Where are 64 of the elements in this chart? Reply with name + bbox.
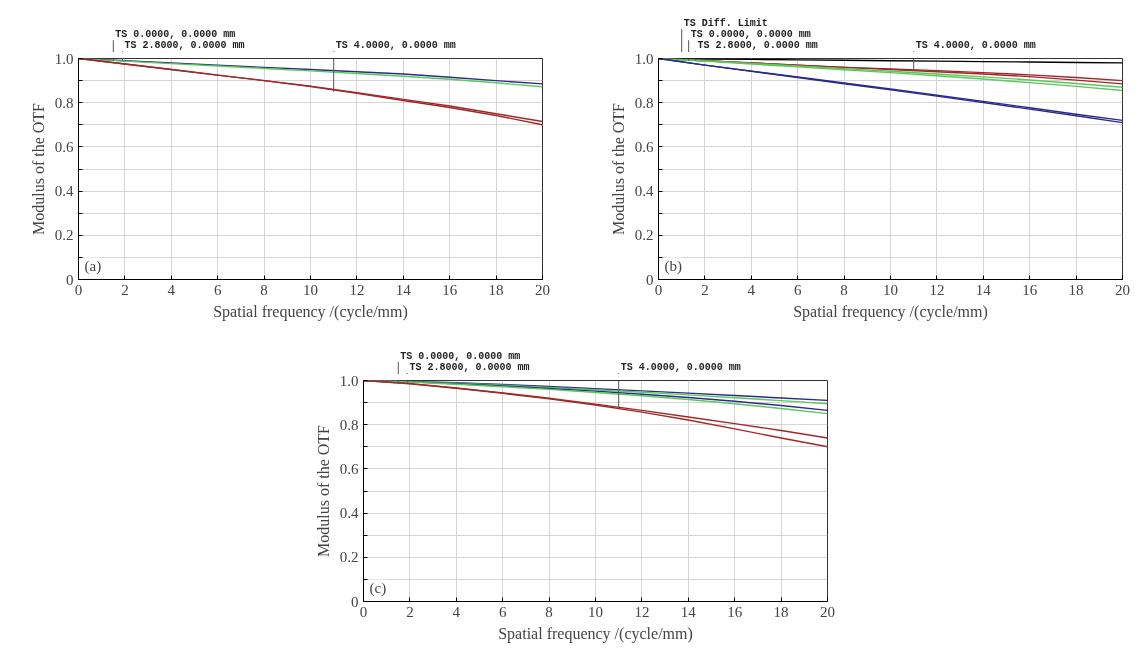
x-tick-label: 12 [929,281,945,298]
y-axis-title: Modulus of the OTF [609,102,627,235]
y-tick-label: 1.0 [339,372,359,389]
x-tick-label: 20 [1115,281,1130,298]
x-tick-label: 8 [840,281,848,298]
annotation: TS 0.0000, 0.0000 mm [400,351,521,363]
x-tick-label: 8 [545,603,553,620]
y-tick-label: 0.6 [54,138,74,155]
x-tick-label: 14 [395,281,412,298]
y-tick-label: 0.8 [54,94,74,111]
x-tick-label: 8 [260,281,268,298]
y-tick-label: 1.0 [54,50,74,67]
y-tick-label: 0.4 [634,183,654,200]
annotation: TS 0.0000, 0.0000 mm [115,29,236,41]
annotation: TS 0.0000, 0.0000 mm [690,29,811,41]
annotation: (b) [664,257,682,275]
x-tick-label: 2 [701,281,709,298]
x-tick-label: 6 [498,603,507,620]
x-tick-label: 16 [1022,281,1038,298]
x-tick-label: 10 [883,281,898,298]
x-tick-label: 6 [213,281,222,298]
annotation: TS 2.8000, 0.0000 mm [697,40,818,52]
x-tick-label: 6 [793,281,802,298]
y-tick-label: 0.6 [339,460,359,477]
x-tick-label: 10 [588,603,603,620]
x-tick-label: 20 [535,281,550,298]
x-tick-label: 12 [349,281,365,298]
y-tick-label: 1.0 [634,50,654,67]
y-tick-label: 0.6 [634,138,654,155]
y-tick-label: 0.2 [634,227,654,244]
x-tick-label: 2 [406,603,414,620]
x-tick-label: 14 [975,281,992,298]
x-tick-label: 10 [303,281,318,298]
annotation: TS 4.0000, 0.0000 mm [915,40,1036,52]
y-tick-label: 0.4 [54,183,74,200]
x-axis-title: Spatial frequency /(cycle/mm) [498,624,693,643]
y-axis-title: Modulus of the OTF [314,424,332,557]
x-tick-label: 4 [747,281,756,298]
x-tick-label: 18 [488,281,504,298]
x-tick-label: 4 [167,281,176,298]
x-tick-label: 16 [727,603,743,620]
y-axis-title: Modulus of the OTF [29,102,47,235]
y-tick-label: 0.8 [339,416,359,433]
x-tick-label: 18 [773,603,789,620]
x-axis-title: Spatial frequency /(cycle/mm) [213,302,408,321]
x-axis-title: Spatial frequency /(cycle/mm) [793,302,988,321]
x-tick-label: 18 [1068,281,1084,298]
annotation: TS Diff. Limit [683,18,768,30]
y-tick-label: 0.8 [634,94,654,111]
annotation: TS 4.0000, 0.0000 mm [335,40,456,52]
x-tick-label: 20 [820,603,835,620]
x-tick-label: 14 [680,603,697,620]
annotation: (a) [84,257,102,275]
annotation: TS 2.8000, 0.0000 mm [409,362,530,374]
x-tick-label: 16 [442,281,458,298]
y-tick-label: 0.4 [339,505,359,522]
x-tick-label: 2 [121,281,129,298]
annotation: (c) [369,579,387,597]
x-tick-label: 12 [634,603,650,620]
annotation: TS 4.0000, 0.0000 mm [620,362,741,374]
annotation: TS 2.8000, 0.0000 mm [124,40,245,52]
y-tick-label: 0.2 [54,227,74,244]
y-tick-label: 0.2 [339,549,359,566]
x-tick-label: 4 [452,603,461,620]
